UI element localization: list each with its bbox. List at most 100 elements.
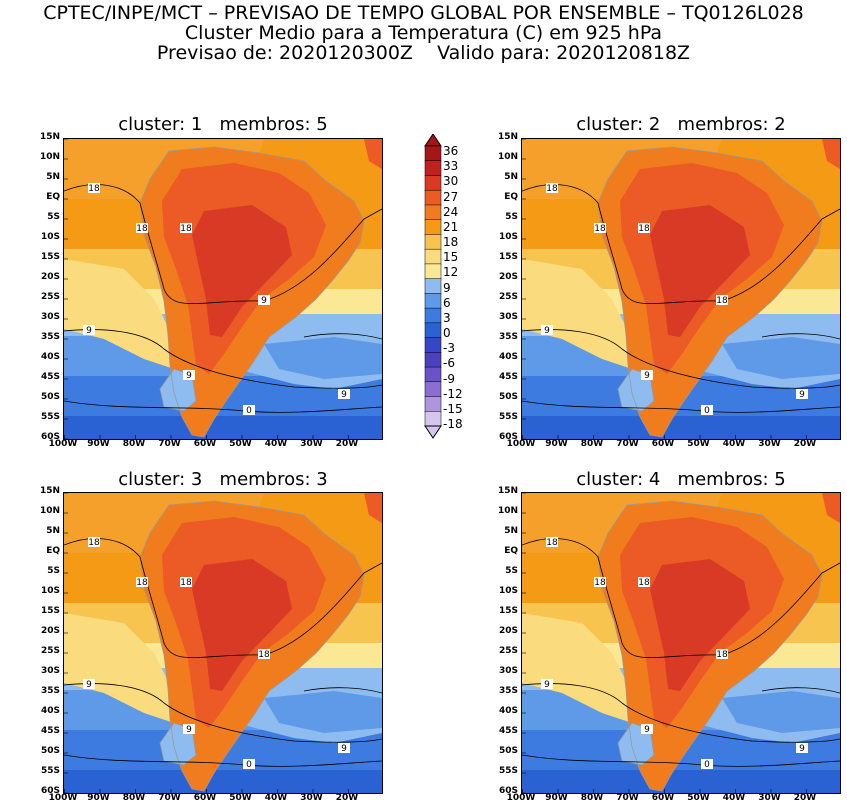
colorbar-swatch (424, 248, 442, 265)
colorbar-swatch (424, 175, 442, 191)
contour-label: 9 (544, 680, 550, 690)
contour-label: 9 (799, 744, 805, 754)
lon-tick-label: 100W (48, 439, 78, 449)
lat-tick-label: 15N (39, 486, 60, 496)
contour-label-bg (701, 405, 713, 415)
lat-tick-label: 5N (46, 526, 60, 536)
contour-line (522, 184, 840, 305)
contour-label: 9 (544, 326, 550, 336)
colorbar-label: -9 (443, 371, 455, 386)
panel-title-3: cluster: 3 membros: 3 (118, 469, 328, 490)
colorbar-label: 21 (443, 219, 459, 234)
temperature-map-1: 18 18 18 9 9 9 0 9 (64, 139, 382, 439)
contour-label-bg (136, 223, 148, 233)
colorbar-label: 15 (443, 250, 459, 265)
lat-tick-label: 45S (498, 726, 518, 736)
contour-line (64, 329, 382, 389)
lon-tick-label: 20W (335, 793, 359, 803)
lon-tick-label: 60W (193, 439, 217, 449)
colorbar-bottom-arrow (424, 425, 442, 439)
contour-label-bg (546, 183, 558, 193)
contour-line (64, 184, 382, 305)
lon-tick-label: 90W (87, 793, 110, 803)
lat-tick-label: 10S (40, 586, 60, 596)
lon-tick-label: 50W (229, 439, 252, 449)
lat-tick-label: 45S (498, 372, 518, 382)
lat-tick-label: 15S (40, 252, 60, 262)
contour-label: 18 (716, 650, 728, 660)
colorbar-label: 27 (443, 189, 459, 204)
temperature-band (522, 416, 840, 439)
temperature-map-3: 18 18 18 18 9 9 0 9 (64, 493, 382, 793)
contour-label: 9 (86, 680, 92, 690)
lon-tick-label: 70W (158, 793, 181, 803)
lat-tick-label: 15S (498, 606, 518, 616)
contour-label-bg (701, 759, 713, 769)
lat-tick-label: 20S (498, 626, 518, 636)
lat-tick-label: 40S (40, 706, 60, 716)
contour-label-bg (594, 223, 606, 233)
lat-tick-label: 35S (498, 332, 518, 342)
lat-tick-label: 15N (497, 132, 518, 142)
contour-line (303, 333, 382, 340)
colorbar-swatch (424, 337, 442, 354)
colorbar-swatch (424, 160, 442, 177)
contour-label-bg (88, 183, 100, 193)
temperature-map-4: 18 18 18 18 9 9 0 9 (522, 493, 840, 793)
lat-tick-label: 5N (46, 172, 60, 182)
lat-tick-label: 5S (47, 212, 60, 222)
colorbar-swatch (424, 322, 442, 339)
colorbar-label: -12 (443, 386, 463, 401)
colorbar-swatch (424, 396, 442, 413)
colorbar-swatch (424, 278, 442, 295)
contour-label-bg (83, 325, 95, 335)
pacific-cool-region (522, 613, 632, 723)
lon-tick-label: 80W (122, 439, 146, 449)
contour-label: 18 (136, 224, 148, 234)
colorbar-label: 9 (443, 280, 451, 295)
colorbar-label: 33 (443, 159, 459, 174)
lat-tick-label: 50S (498, 392, 518, 402)
colorbar-swatch (424, 293, 442, 309)
colorbar-top-arrow (424, 134, 442, 147)
lat-tick-label: 5S (505, 566, 518, 576)
contour-label: 0 (246, 406, 252, 416)
colorbar-label: -3 (443, 341, 455, 356)
lat-tick-label: 15S (498, 252, 518, 262)
colorbar-swatch (424, 234, 442, 250)
colorbar-swatch (424, 366, 442, 383)
lon-tick-label: 70W (616, 439, 639, 449)
lon-tick-label: 20W (793, 439, 817, 449)
contour-label-bg (716, 295, 728, 305)
contour-label: 18 (88, 538, 100, 548)
lat-tick-label: 55S (498, 766, 518, 776)
lat-tick-label: 10N (39, 152, 60, 162)
contour-label-bg (180, 223, 192, 233)
lon-tick-label: 70W (158, 439, 181, 449)
map-panel-cluster-4: 18 18 18 18 9 9 0 9 (521, 492, 841, 794)
continent-hottest (650, 559, 750, 691)
lon-tick-label: 60W (193, 793, 217, 803)
contour-line (64, 683, 382, 743)
lon-tick-label: 20W (793, 793, 817, 803)
contour-line (761, 687, 840, 694)
coastline (597, 500, 823, 792)
contour-line (64, 538, 382, 659)
lat-tick-label: 40S (40, 352, 60, 362)
lat-tick-label: 30S (40, 312, 60, 322)
lon-tick-label: 50W (687, 793, 710, 803)
map-panel-cluster-1: 18 18 18 9 9 9 0 9 (63, 138, 383, 440)
pacific-cool-region (64, 259, 174, 369)
colorbar-label: -18 (443, 417, 463, 431)
contour-label: 18 (88, 184, 100, 194)
temperature-map-2: 18 18 18 18 9 9 0 9 (522, 139, 840, 439)
lat-tick-label: 25S (498, 646, 518, 656)
colorbar-label: 6 (443, 295, 451, 310)
contour-label: 9 (86, 326, 92, 336)
lat-tick-label: 60S (498, 432, 518, 442)
lat-tick-label: 25S (40, 646, 60, 656)
contour-label: 18 (594, 578, 606, 588)
colorbar-label: 18 (443, 235, 459, 249)
contour-label: 0 (246, 760, 252, 770)
panel-title-1: cluster: 1 membros: 5 (118, 114, 328, 135)
